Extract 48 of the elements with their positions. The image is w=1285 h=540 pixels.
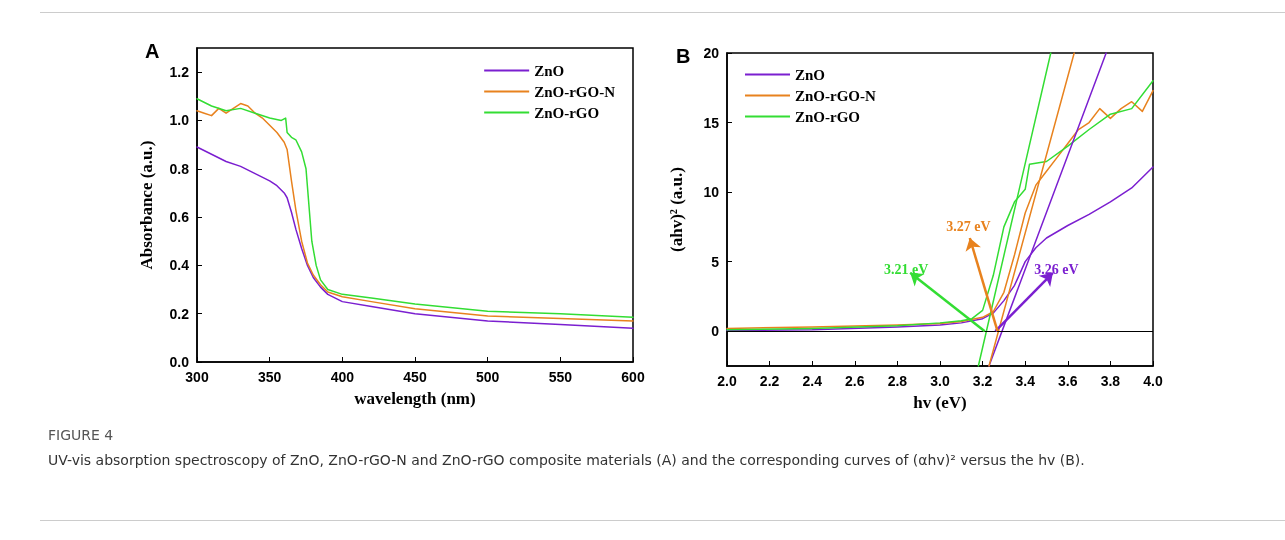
x-tick-label: 3.2 [972, 373, 993, 389]
x-tick-label: 2.6 [845, 373, 865, 389]
x-tick-label: 4.0 [1143, 373, 1163, 389]
x-tick-label: 2.8 [887, 373, 908, 389]
y-tick-label: 10 [703, 184, 720, 201]
x-tick-label: 2.0 [717, 373, 737, 389]
y-axis-title: Absorbance (a.u.) [137, 140, 156, 270]
y-tick-label: 0.6 [169, 209, 190, 226]
legend-label: ZnO [795, 66, 826, 83]
text: UV-vis absorption spectroscopy of ZnO, ZnO-rGO-N and ZnO-rGO composite materials (A) and the corresponding curves of (αhv)² versus the hv (B). [48, 451, 1086, 470]
chart-title: B [676, 45, 691, 67]
y-tick-label: 0.2 [169, 305, 190, 322]
y-tick-label: 0.8 [169, 160, 190, 177]
y-tick-label: 15 [703, 114, 720, 131]
y-axis-title: (ahv)² (a.u.) [667, 167, 686, 252]
x-tick-label: 550 [548, 369, 573, 385]
legend-label: ZnO-rGO [534, 104, 600, 121]
legend-label: ZnO-rGO-N [534, 83, 616, 100]
x-axis-title: hv (eV) [913, 393, 967, 412]
chart-title: A [145, 40, 160, 62]
x-tick-label: 350 [257, 369, 282, 385]
y-tick-label: 1.2 [169, 64, 190, 81]
x-tick-label: 2.2 [759, 373, 780, 389]
x-tick-label: 300 [185, 369, 209, 385]
y-tick-label: 1.0 [169, 112, 190, 129]
annotation: 3.26 eV [1034, 261, 1079, 277]
x-tick-label: 3.4 [1015, 373, 1036, 389]
legend-label: ZnO-rGO [795, 108, 861, 125]
x-tick-label: 600 [621, 369, 645, 385]
x-tick-label: 3.0 [930, 373, 950, 389]
y-tick-label: 20 [703, 45, 720, 61]
x-tick-label: 450 [403, 369, 427, 385]
legend-label: ZnO [534, 62, 565, 79]
caption: FIGURE 4 [48, 426, 115, 445]
x-tick-label: 500 [475, 369, 500, 385]
y-tick-label: 0 [711, 323, 720, 340]
line-series [196, 146, 634, 329]
y-tick-label: 0.4 [169, 257, 190, 274]
legend-label: ZnO-rGO-N [795, 87, 876, 104]
x-tick-label: 400 [330, 369, 355, 385]
y-tick-label: 0.0 [169, 354, 190, 370]
x-tick-label: 2.4 [802, 373, 823, 389]
x-tick-label: 3.8 [1100, 373, 1121, 389]
annotation: 3.21 eV [884, 262, 929, 278]
y-tick-label: 5 [711, 253, 720, 270]
x-tick-label: 3.6 [1058, 373, 1078, 389]
annotation: 3.27 eV [946, 218, 991, 234]
x-axis-title: wavelength (nm) [354, 389, 476, 408]
